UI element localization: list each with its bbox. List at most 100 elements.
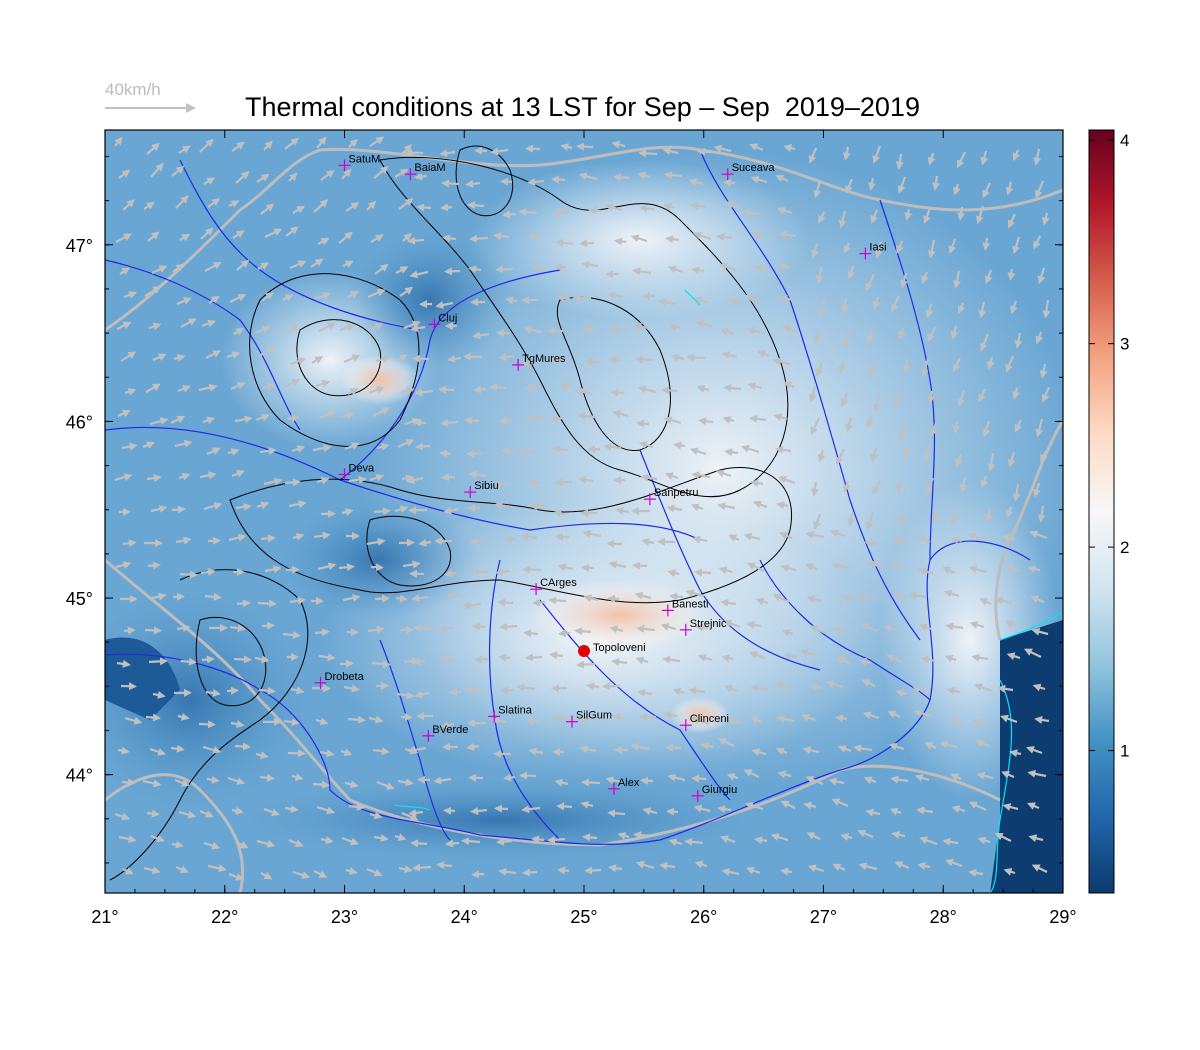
wind-arrow: [576, 660, 596, 669]
station-deva: Deva: [338, 462, 375, 481]
wind-arrow: [371, 322, 384, 331]
wind-arrow: [952, 183, 961, 196]
wind-arrow: [527, 478, 541, 487]
wind-arrow: [588, 206, 602, 215]
station-banesti: Banesti: [661, 598, 709, 617]
wind-arrow: [494, 501, 513, 510]
wind-arrow: [584, 866, 602, 875]
wind-arrow: [206, 447, 221, 456]
wind-arrow: [931, 509, 940, 523]
wind-arrow: [199, 809, 214, 818]
contour-apuseni-inner: [296, 319, 382, 397]
wind-arrow: [284, 137, 300, 150]
wind-arrow: [123, 626, 136, 635]
wind-arrow: [673, 441, 686, 450]
wind-arrow: [290, 357, 307, 366]
wind-arrow: [968, 868, 984, 877]
wind-arrow: [122, 867, 134, 875]
wind-arrow: [201, 655, 215, 664]
highlight-dot: [578, 645, 590, 658]
wind-arrow: [927, 326, 936, 343]
station-baiam: BaiaM: [404, 162, 446, 181]
wind-arrow: [175, 865, 189, 874]
wind-arrow: [260, 534, 276, 543]
wind-arrow: [552, 445, 569, 454]
wind-arrow: [578, 172, 598, 181]
station-alex: Alex: [607, 777, 640, 795]
wind-arrow: [745, 294, 762, 303]
wind-arrow: [433, 776, 452, 785]
wind-arrow: [670, 353, 685, 362]
coast-delta: [999, 611, 1063, 641]
wind-arrow: [607, 291, 624, 300]
wind-arrow: [528, 232, 542, 241]
river-somes: [179, 159, 421, 331]
wind-arrow: [957, 389, 966, 408]
station-slatina: Slatina: [488, 704, 533, 723]
wind-arrow: [1029, 530, 1048, 540]
wind-arrow: [374, 263, 389, 275]
station-iasi: Iasi: [859, 242, 887, 260]
wind-arrow: [802, 746, 820, 755]
wind-arrow: [373, 834, 389, 843]
wind-arrow: [582, 833, 598, 842]
wind-arrow: [231, 141, 245, 152]
wind-arrow: [840, 833, 853, 841]
wind-arrow: [1037, 267, 1046, 285]
wind-arrow: [920, 358, 930, 378]
wind-arrow: [929, 422, 938, 438]
wind-arrow: [815, 362, 824, 377]
wind-arrow: [199, 138, 214, 153]
wind-arrow: [724, 448, 739, 457]
wind-arrow: [203, 177, 216, 185]
wind-arrow: [861, 679, 876, 687]
wind-arrow: [579, 239, 595, 248]
wind-arrow: [198, 720, 216, 729]
wind-arrow: [723, 619, 741, 629]
wind-arrow: [636, 624, 656, 633]
wind-arrow: [1005, 355, 1015, 373]
wind-arrow: [942, 837, 959, 846]
wind-arrow: [751, 231, 765, 240]
wind-arrow: [263, 477, 283, 486]
wind-arrow: [229, 624, 246, 633]
wind-arrow: [445, 839, 460, 848]
wind-arrow: [984, 507, 993, 523]
wind-arrow: [615, 506, 630, 515]
wind-arrow: [777, 262, 790, 271]
wind-arrow: [1032, 683, 1046, 692]
wind-arrow: [200, 227, 214, 240]
wind-arrow: [258, 346, 276, 357]
wind-arrow: [780, 867, 793, 876]
wind-arrow: [1041, 386, 1051, 403]
wind-arrow: [1005, 506, 1014, 519]
wind-arrow: [339, 659, 354, 668]
wind-legend-arrowhead: [186, 103, 196, 113]
wind-arrow: [520, 532, 538, 541]
wind-arrow: [612, 713, 625, 722]
y-tick-label: 46°: [66, 412, 93, 432]
wind-arrow: [259, 773, 275, 782]
river-mures: [105, 426, 701, 541]
wind-arrow: [532, 598, 546, 607]
wind-arrow: [441, 179, 460, 188]
wind-arrow: [436, 861, 453, 870]
wind-arrow: [439, 654, 458, 663]
wind-arrow: [724, 684, 738, 693]
wind-arrow: [471, 870, 485, 879]
wind-arrow: [318, 653, 336, 662]
wind-arrow: [176, 624, 191, 633]
wind-arrow: [972, 718, 986, 726]
wind-arrow: [525, 144, 541, 153]
wind-arrow: [559, 381, 572, 390]
wind-arrow: [345, 202, 360, 212]
river-danube-delta: [926, 540, 1031, 701]
wind-arrow: [605, 776, 622, 785]
wind-arrow: [641, 538, 655, 546]
wind-arrow: [414, 172, 428, 181]
wind-arrow: [752, 500, 768, 509]
wind-arrow: [967, 532, 984, 542]
wind-arrow: [575, 387, 593, 396]
wind-arrow: [463, 352, 483, 361]
wind-arrow: [780, 800, 796, 809]
